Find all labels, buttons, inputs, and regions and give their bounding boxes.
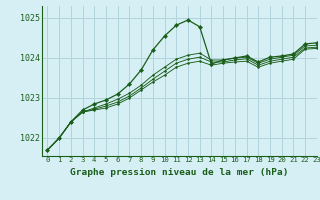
X-axis label: Graphe pression niveau de la mer (hPa): Graphe pression niveau de la mer (hPa) xyxy=(70,168,288,177)
